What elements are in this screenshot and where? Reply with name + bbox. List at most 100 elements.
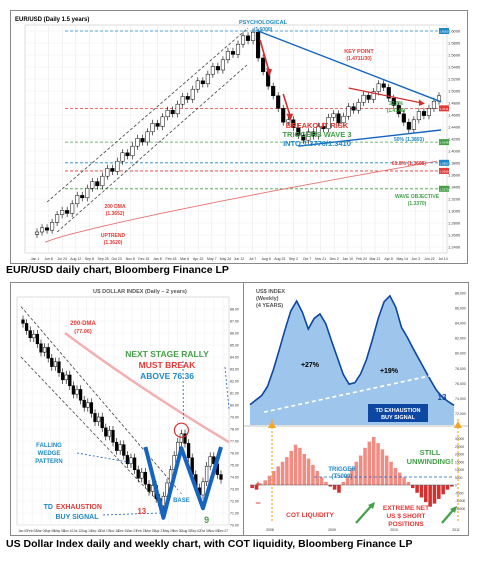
usd-ann-13: 13 [137,507,146,516]
usd-x-tick: Apr 06 [46,529,56,533]
usd-y-tick: 83.00 [230,368,239,372]
weekly-x-tick: 2009 [328,528,336,532]
cot-y-tick: 25000 [455,445,464,449]
usd-y-tick: 77.00 [230,440,239,444]
cot-green-arrow-1 [355,504,373,524]
eurusd-candle [180,96,185,105]
eurusd-x-tick: Aug 23 [274,257,285,261]
usd-x-tick: Feb 02 [27,529,37,533]
eurusd-candle [316,126,321,137]
eurusd-ann-keypoint: KEY POINT [344,49,374,55]
usd-weekly-chart-svg: 88,000 86,000 84,000 82,000 80,000 78,000 76,0… [244,289,468,532]
cot-ann-still: STILL [420,448,441,457]
weekly-ann-buy: BUY SIGNAL [381,415,415,421]
eurusd-title: EUR/USD (Daily 1.5 years) [15,17,89,23]
usd-candle [122,444,126,456]
eurusd-candle [346,106,351,117]
usd-x-tick: Jul 12 [73,529,82,533]
eurusd-candle [230,51,236,55]
eurusd-triangle-upper [257,30,442,103]
usd-daily-chart-panel: Jan 01 Feb 02 Mar 04 Apr 06 May 08 Jun 10 Jul … [10,282,244,536]
eurusd-candle [341,115,346,124]
usd-candle [132,457,137,471]
cot-y-tick: 30000 [455,437,464,441]
eurusd-candle [175,103,180,115]
weekly-y-tick: 72,000 [455,412,466,416]
usd-y-tick: 87.00 [230,320,239,324]
usd-arrow-right [224,366,230,410]
cot-bar [285,457,289,485]
eurusd-x-tick: Sep 28 [97,257,108,261]
eurusd-candle [246,35,251,41]
cot-bar [437,485,441,499]
eurusd-200dma-line [44,160,438,243]
cot-bar [324,481,328,485]
usd-x-tick: Aug 14 [82,529,92,533]
cot-green-arrow-2-head [450,506,457,513]
eurusd-candle [406,121,411,130]
eurusd-candle [50,222,55,231]
eurusd-x-tick: Jun 12 [234,257,245,261]
usd-candle [125,455,130,465]
weekly-y-tick: 80,000 [455,352,466,356]
usd-candle [96,416,101,423]
weekly-subtitle2: (4 YEARS) [256,303,283,309]
cot-bar [315,471,320,485]
eurusd-candle [276,95,281,109]
usd-ann-200dma-val: (77.06) [74,329,92,335]
eurusd-x-tick: Jan 10 [343,257,354,261]
eurusd-level-tag-text: 1.4148 [439,141,449,145]
cot-bar [402,477,406,485]
eurusd-candle [215,66,220,71]
eurusd-ann-waveobj: WAVE OBJECTIVE [395,194,440,200]
usd-x-tick: Jan 21 [127,529,137,533]
cot-bar [354,461,359,485]
eurusd-candle [95,181,100,187]
usd-arrow-wedge [76,452,132,463]
usd-y-tick: 75.00 [230,464,239,468]
eurusd-y-tick: 1.2600 [448,233,461,238]
usd-candle [186,443,191,459]
usd-x-tick: Sep 15 [91,529,101,533]
eurusd-candle [90,181,95,189]
usd-candle [21,319,25,324]
eurusd-level-tag-text: 1.3370 [439,187,449,191]
weekly-y-tick: 74,000 [455,397,466,401]
eurusd-candle [336,113,341,124]
eurusd-candle [39,227,45,233]
usd-x-tick: May 08 [54,529,65,533]
usd-x-tick: Oct 17 [100,529,110,533]
usd-ann-wedge: WEDGE [38,451,61,457]
cot-bar [419,485,424,498]
eurusd-chart-panel: Jan 1 Jun 8 Jul 23 Aug 12 Sep 8 Sep 28 Oct 23 N… [10,10,468,264]
usd-y-tick: 86.00 [230,332,239,336]
eurusd-x-tick: Dec 15 [138,257,149,261]
eurusd-red-arrow-1-head [266,68,273,77]
usd-candle [93,413,97,423]
weekly-ann-19: +19% [380,368,399,375]
usd-ann-w: W [177,485,186,495]
eurusd-level-tag [439,159,449,166]
eurusd-ann-uptrend: UPTREND [101,233,126,239]
eurusd-candle [381,83,386,88]
cot-ann-plus: + [255,479,260,489]
usd-title: US DOLLAR INDEX (Daily – 2 years) [93,289,187,295]
usd-peak-circle [173,422,189,438]
cot-bar [424,485,428,503]
eurusd-candle [205,73,210,85]
eurusd-candle [411,119,416,130]
cot-bar [306,458,311,485]
usd-candle [57,361,61,373]
cot-bar [371,436,376,485]
cot-y-tick: 10000 [455,468,464,472]
cot-y-tick: -10000 [455,499,465,503]
weekly-x-tick: 2011 [452,528,460,532]
eurusd-candle [391,97,396,106]
eurusd-x-tick: Feb 18 [166,257,177,261]
usd-arrow-td [102,512,160,516]
eurusd-x-tick: Jun 22 [424,257,435,261]
eurusd-candle [431,100,437,109]
eurusd-x-tick: Apr 22 [193,257,203,261]
usd-ann-pattern: PATTERN [35,459,62,465]
eurusd-x-tick: Oct 23 [111,257,121,261]
